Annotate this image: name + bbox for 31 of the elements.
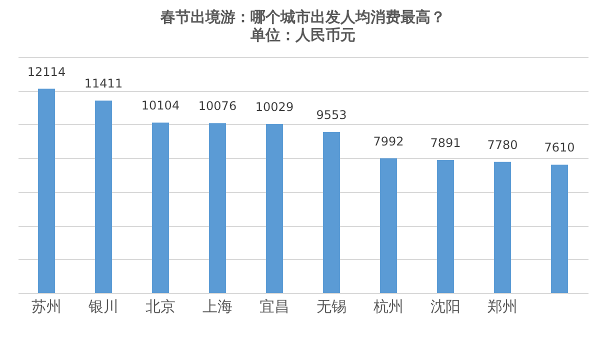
bar [266,124,283,293]
data-label: 10104 [141,98,180,113]
bar [380,158,397,293]
data-label: 7992 [373,134,404,148]
x-tick-label: 杭州 [372,298,404,316]
bar [152,122,169,293]
bar [494,162,511,293]
chart-subtitle: 单位：人民币元 [250,26,356,44]
x-tick-label: 宜昌 [260,298,290,316]
data-label: 7780 [487,138,518,152]
bar [209,123,226,293]
x-tick-label: 沈阳 [430,298,460,316]
data-label: 7610 [544,140,575,155]
data-label: 10029 [255,100,294,114]
bar [551,164,568,293]
data-label: 12114 [27,64,66,79]
chart-title: 春节出境游：哪个城市出发人均消费最高？ [160,8,446,26]
data-label: 7891 [430,136,461,150]
bar [38,88,55,293]
data-label: 11411 [84,76,123,91]
x-tick-label: 上海 [202,298,232,316]
x-tick-label: 无锡 [316,298,346,316]
data-label: 9553 [316,108,347,122]
bar [437,160,454,293]
x-tick-label: 苏州 [32,298,62,316]
bar [95,100,112,293]
x-tick-label: 银川 [88,298,118,316]
bar [323,132,340,293]
x-tick-label: 北京 [146,298,176,316]
x-tick-label: 郑州 [488,298,518,316]
data-label: 10076 [198,99,237,114]
